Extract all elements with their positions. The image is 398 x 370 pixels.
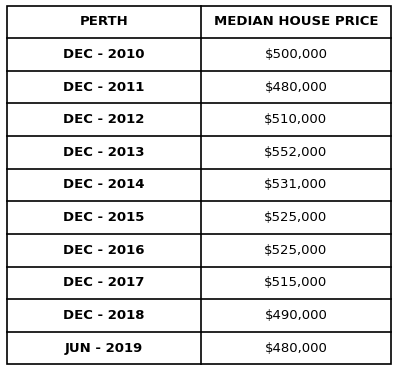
Text: $552,000: $552,000 bbox=[264, 146, 328, 159]
Text: DEC - 2011: DEC - 2011 bbox=[63, 81, 145, 94]
Text: $531,000: $531,000 bbox=[264, 178, 328, 192]
Text: DEC - 2018: DEC - 2018 bbox=[63, 309, 145, 322]
Text: DEC - 2016: DEC - 2016 bbox=[63, 244, 145, 257]
Text: MEDIAN HOUSE PRICE: MEDIAN HOUSE PRICE bbox=[214, 16, 378, 28]
Text: JUN - 2019: JUN - 2019 bbox=[65, 342, 143, 354]
Text: DEC - 2014: DEC - 2014 bbox=[63, 178, 145, 192]
Text: $500,000: $500,000 bbox=[264, 48, 328, 61]
Text: $490,000: $490,000 bbox=[264, 309, 327, 322]
Text: DEC - 2015: DEC - 2015 bbox=[63, 211, 145, 224]
Text: $480,000: $480,000 bbox=[264, 81, 327, 94]
Text: DEC - 2017: DEC - 2017 bbox=[63, 276, 145, 289]
Text: $525,000: $525,000 bbox=[264, 244, 328, 257]
Text: $480,000: $480,000 bbox=[264, 342, 327, 354]
Text: DEC - 2012: DEC - 2012 bbox=[63, 113, 145, 126]
Text: $510,000: $510,000 bbox=[264, 113, 328, 126]
Text: DEC - 2013: DEC - 2013 bbox=[63, 146, 145, 159]
Text: $525,000: $525,000 bbox=[264, 211, 328, 224]
Text: DEC - 2010: DEC - 2010 bbox=[63, 48, 145, 61]
Text: $515,000: $515,000 bbox=[264, 276, 328, 289]
Text: PERTH: PERTH bbox=[80, 16, 129, 28]
